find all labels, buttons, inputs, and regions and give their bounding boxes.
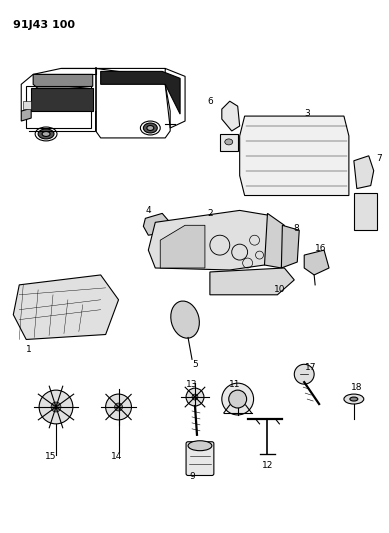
Circle shape bbox=[229, 390, 247, 408]
Ellipse shape bbox=[144, 123, 157, 133]
Circle shape bbox=[192, 394, 198, 400]
Text: 17: 17 bbox=[305, 363, 317, 372]
Polygon shape bbox=[222, 101, 240, 131]
Text: 91J43 100: 91J43 100 bbox=[13, 20, 75, 30]
Polygon shape bbox=[281, 225, 299, 268]
FancyBboxPatch shape bbox=[186, 442, 214, 475]
Polygon shape bbox=[31, 88, 93, 111]
Text: 13: 13 bbox=[186, 379, 198, 389]
Polygon shape bbox=[33, 75, 93, 91]
Bar bbox=[23, 101, 31, 109]
Text: 6: 6 bbox=[207, 96, 213, 106]
Polygon shape bbox=[148, 211, 274, 270]
Text: 2: 2 bbox=[207, 209, 213, 218]
Text: 8: 8 bbox=[293, 224, 299, 233]
Circle shape bbox=[51, 402, 61, 412]
Text: 1: 1 bbox=[26, 345, 32, 354]
Circle shape bbox=[39, 390, 73, 424]
Text: 18: 18 bbox=[351, 383, 363, 392]
Ellipse shape bbox=[350, 397, 358, 401]
Ellipse shape bbox=[188, 441, 212, 451]
Polygon shape bbox=[304, 250, 329, 275]
Polygon shape bbox=[354, 192, 377, 230]
Polygon shape bbox=[160, 225, 205, 268]
Text: 11: 11 bbox=[229, 379, 240, 389]
Circle shape bbox=[294, 364, 314, 384]
Text: 12: 12 bbox=[262, 461, 273, 470]
Text: 16: 16 bbox=[315, 244, 327, 253]
Text: 10: 10 bbox=[273, 285, 285, 294]
Text: 15: 15 bbox=[45, 452, 57, 461]
Polygon shape bbox=[354, 156, 374, 189]
Ellipse shape bbox=[38, 129, 54, 139]
Ellipse shape bbox=[147, 125, 154, 131]
Circle shape bbox=[115, 403, 123, 411]
Polygon shape bbox=[210, 268, 294, 295]
Ellipse shape bbox=[171, 301, 199, 338]
Text: 7: 7 bbox=[376, 154, 382, 163]
Text: 3: 3 bbox=[304, 109, 310, 118]
Ellipse shape bbox=[344, 394, 364, 404]
Polygon shape bbox=[13, 275, 119, 340]
Ellipse shape bbox=[225, 139, 233, 145]
Text: 4: 4 bbox=[145, 206, 151, 215]
Circle shape bbox=[186, 388, 204, 406]
Polygon shape bbox=[101, 71, 180, 114]
Ellipse shape bbox=[42, 132, 50, 136]
Polygon shape bbox=[21, 108, 31, 121]
Circle shape bbox=[222, 383, 254, 415]
Polygon shape bbox=[265, 213, 284, 268]
Circle shape bbox=[106, 394, 131, 420]
Polygon shape bbox=[220, 134, 238, 151]
Polygon shape bbox=[144, 213, 168, 235]
Text: 5: 5 bbox=[192, 360, 198, 369]
Text: 9: 9 bbox=[189, 472, 195, 481]
Polygon shape bbox=[240, 116, 349, 196]
Text: 14: 14 bbox=[111, 452, 122, 461]
